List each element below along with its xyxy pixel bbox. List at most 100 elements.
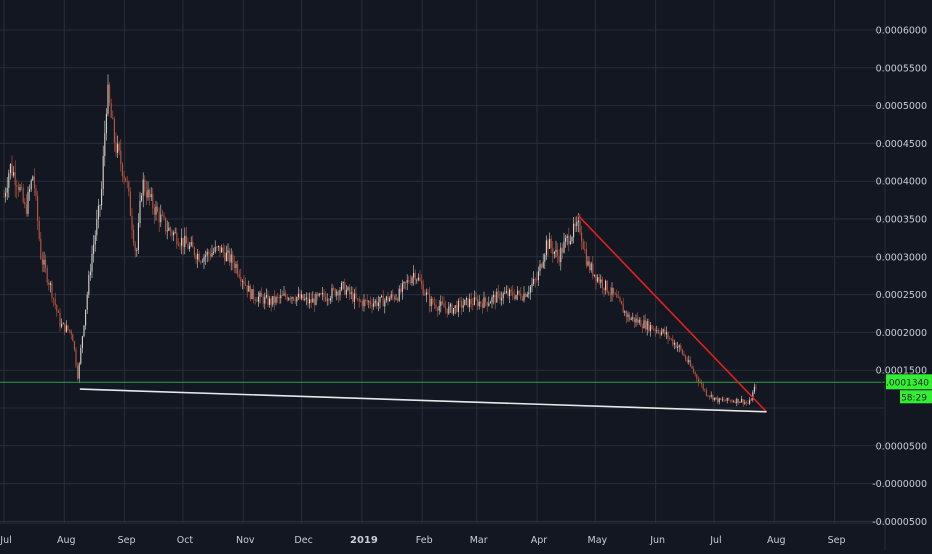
candle-body (49, 283, 51, 285)
candle-body (595, 274, 597, 282)
candle-body (235, 264, 237, 268)
candle-body (224, 252, 226, 261)
candle-body (251, 289, 253, 300)
candle-body (731, 400, 733, 402)
candle-body (360, 301, 362, 303)
time-axis-label: Sep (118, 535, 136, 546)
candle-body (525, 293, 527, 297)
candle-body (321, 293, 323, 295)
time-axis-label: 2019 (350, 535, 378, 546)
candle-body (457, 300, 459, 312)
candle-body (377, 302, 379, 306)
candle-body (486, 302, 488, 306)
candle-body (593, 274, 595, 276)
time-axis[interactable]: Jul Aug Sep Oct Nov Dec 2019 Feb Mar Apr May Jun Jul… (0, 535, 846, 546)
candle-body (344, 281, 346, 295)
candle-body (304, 298, 306, 300)
candle-body (398, 288, 400, 301)
price-axis-label: 0.0002500 (876, 290, 927, 301)
candle-body (603, 287, 605, 291)
candle-body (89, 271, 91, 275)
candle-body (435, 304, 437, 309)
candle-body (301, 294, 303, 299)
candle-body (723, 399, 725, 401)
candle-body (643, 320, 645, 329)
candle-body (33, 176, 35, 189)
candle-body (606, 280, 608, 293)
candle-body (54, 299, 56, 306)
trendline-long-support[interactable] (79, 388, 767, 413)
candle-body (400, 288, 402, 293)
candle-body (59, 312, 61, 327)
candle-body (541, 264, 543, 268)
candle-body (193, 247, 195, 256)
candle-body (150, 194, 152, 198)
candle-body (726, 397, 728, 401)
candle-body (51, 283, 53, 299)
candle-body (697, 378, 699, 383)
candle-body (401, 283, 403, 293)
candle-body (241, 281, 243, 282)
trendline-descending-resistance[interactable] (577, 214, 768, 413)
candle-body (368, 301, 370, 303)
candle-body (395, 298, 397, 300)
candle-body (373, 303, 375, 307)
candle-body (385, 296, 387, 301)
candle-body (601, 279, 603, 288)
candle-body (408, 280, 410, 283)
price-axis[interactable]: 0.0006000 0.0005500 0.0005000 0.0004500 0.00… (872, 26, 927, 528)
candle-body (213, 251, 215, 253)
candle-body (736, 398, 738, 404)
candle-body (555, 249, 557, 252)
candle-body (433, 303, 435, 305)
price-axis-label: 0.0004500 (876, 139, 927, 150)
candle-body (605, 280, 607, 291)
candle-body (345, 289, 347, 295)
candle-body (78, 363, 80, 379)
candle-body (265, 295, 267, 297)
candle-body (750, 399, 752, 401)
candle-body (157, 206, 159, 212)
candle-body (550, 238, 552, 248)
candle-body (181, 237, 183, 246)
candle-body (459, 300, 461, 302)
candle-body (107, 84, 109, 114)
candle-body (16, 185, 18, 187)
candle-body (38, 220, 40, 239)
candle-body (286, 296, 288, 300)
candle-body (440, 301, 442, 306)
candle-body (297, 293, 299, 298)
candle-body (589, 261, 591, 271)
candle-body (289, 298, 291, 299)
candle-body (126, 181, 128, 183)
candle-body (534, 279, 536, 280)
candle-body (573, 223, 575, 238)
time-axis-label: Oct (177, 535, 194, 546)
candle-body (355, 293, 357, 299)
candle-body (478, 301, 480, 307)
candle-body (536, 279, 538, 281)
candle-body (592, 263, 594, 276)
candle-body (752, 392, 754, 400)
candle-body (155, 206, 157, 215)
candle-body (451, 304, 453, 314)
candle-body (118, 143, 120, 151)
candle-body (206, 251, 208, 256)
candle-body (670, 338, 672, 340)
candle-body (384, 300, 386, 307)
candle-body (393, 296, 395, 300)
candle-body (125, 177, 127, 182)
candle-body (69, 329, 71, 331)
candle-body (563, 241, 565, 253)
candle-body (613, 287, 615, 294)
candle-body (739, 401, 741, 403)
candle-body (329, 298, 331, 301)
candle-body (619, 297, 621, 302)
candle-body (131, 215, 133, 230)
candle-body (707, 395, 709, 397)
candle-body (481, 303, 483, 308)
candle-body (520, 293, 522, 299)
price-axis-label: 0.0002000 (876, 328, 927, 339)
